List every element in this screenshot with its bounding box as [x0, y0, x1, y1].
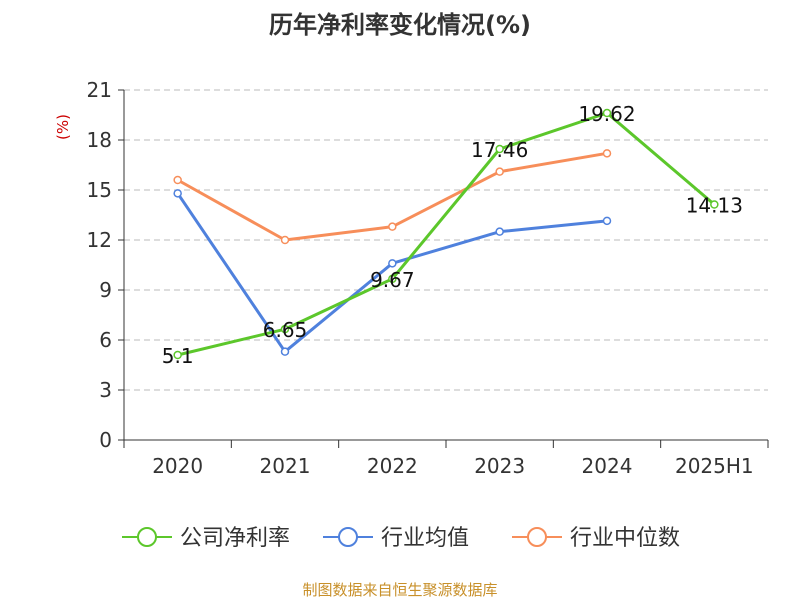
data-point[interactable]: [280, 235, 290, 245]
data-point[interactable]: [173, 175, 182, 185]
data-label: 19.62: [578, 102, 635, 126]
data-point[interactable]: [388, 222, 397, 231]
data-point[interactable]: [495, 144, 504, 154]
y-tick-label: 18: [87, 128, 112, 152]
data-point[interactable]: [280, 347, 290, 356]
y-tick-label: 15: [87, 178, 112, 202]
legend-item[interactable]: 公司净利率: [122, 526, 290, 551]
series-line: [177, 111, 716, 357]
axes: 0 3 6 9 12 15 18 21 2020 2021 2022 2023 2024 2025H1: [87, 78, 769, 478]
y-tick-label: 9: [99, 278, 112, 302]
series-1: [173, 189, 612, 356]
source-note: 制图数据来自恒生聚源数据库: [302, 581, 497, 599]
x-tick-label: 2023: [474, 454, 525, 478]
grid-lines: [124, 89, 768, 391]
legend-marker-icon: [338, 527, 358, 547]
data-label: 5.1: [162, 344, 194, 368]
data-point[interactable]: [495, 227, 504, 236]
legend-marker-icon: [527, 527, 547, 547]
legend-item[interactable]: 行业中位数: [512, 526, 680, 551]
legend[interactable]: 公司净利率 行业均值 行业中位数: [122, 526, 680, 551]
data-labels: 5.1 6.65 9.67 17.46 19.62 14.13: [162, 102, 743, 368]
legend-label: 公司净利率: [180, 526, 290, 551]
data-point[interactable]: [602, 149, 612, 158]
x-tick-label: 2021: [260, 454, 311, 478]
y-tick-label: 12: [87, 228, 112, 252]
series-0: [173, 108, 719, 360]
x-tick-label: 2025H1: [675, 454, 754, 478]
chart-title: 历年净利率变化情况(%): [269, 11, 531, 39]
y-tick-label: 0: [99, 428, 112, 452]
x-tick-label: 2024: [582, 454, 633, 478]
data-point[interactable]: [495, 167, 504, 176]
x-tick-label: 2022: [367, 454, 418, 478]
data-label: 14.13: [686, 194, 743, 218]
legend-marker-icon: [137, 527, 157, 547]
data-point[interactable]: [173, 189, 182, 198]
data-point[interactable]: [388, 274, 397, 284]
data-point[interactable]: [710, 200, 719, 209]
data-point[interactable]: [602, 216, 612, 226]
y-tick-label: 3: [99, 378, 112, 402]
series-2: [173, 149, 612, 245]
series-lines: [173, 108, 719, 360]
legend-label: 行业中位数: [570, 526, 680, 551]
y-axis-label: (%): [54, 114, 72, 140]
legend-item[interactable]: 行业均值: [323, 526, 469, 551]
data-point[interactable]: [280, 324, 290, 334]
legend-label: 行业均值: [381, 526, 469, 551]
data-point[interactable]: [173, 350, 182, 360]
data-point[interactable]: [388, 259, 397, 268]
data-label: 6.65: [263, 318, 308, 342]
x-tick-label: 2020: [152, 454, 203, 478]
data-label: 9.67: [370, 268, 415, 292]
y-tick-label: 21: [87, 78, 112, 102]
y-tick-label: 6: [99, 328, 112, 352]
data-label: 17.46: [471, 138, 528, 162]
data-point[interactable]: [602, 108, 612, 118]
